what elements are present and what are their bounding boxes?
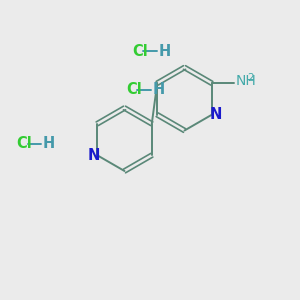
Text: Cl: Cl [16,136,32,152]
Text: H: H [158,44,171,59]
Text: H: H [43,136,55,152]
Text: 2: 2 [248,73,254,82]
Text: H: H [152,82,165,98]
Text: NH: NH [236,74,256,88]
Text: N: N [87,148,100,163]
Text: Cl: Cl [126,82,142,98]
Text: Cl: Cl [132,44,148,59]
Text: N: N [209,107,222,122]
